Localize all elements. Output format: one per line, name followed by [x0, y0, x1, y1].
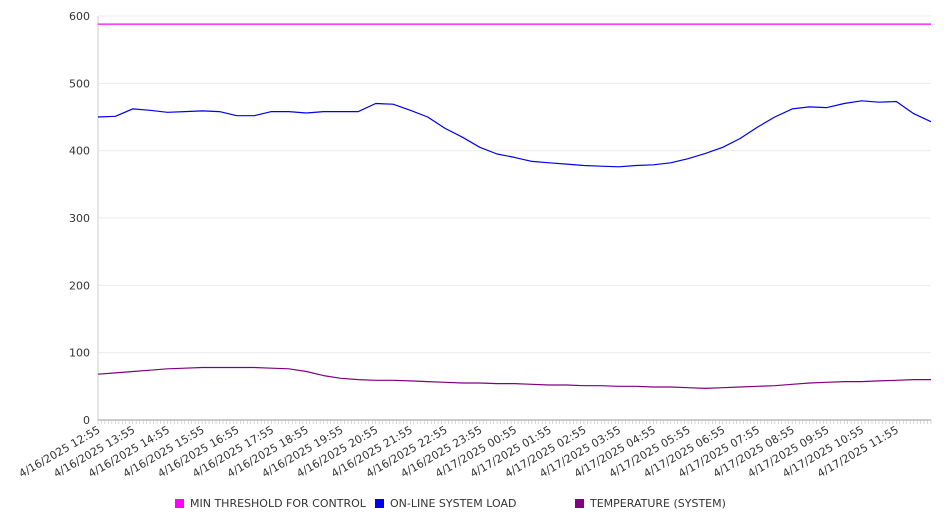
legend: MIN THRESHOLD FOR CONTROL ON-LINE SYSTEM… — [0, 497, 946, 515]
legend-item-load: ON-LINE SYSTEM LOAD — [375, 497, 516, 510]
series-line-1 — [97, 100, 932, 168]
legend-swatch-threshold — [175, 499, 184, 508]
legend-label-temperature: TEMPERATURE (SYSTEM) — [590, 497, 726, 510]
legend-label-load: ON-LINE SYSTEM LOAD — [390, 497, 517, 510]
series-line-2 — [97, 366, 931, 389]
legend-label-threshold: MIN THRESHOLD FOR CONTROL — [190, 497, 366, 510]
y-tick-label: 200 — [69, 279, 90, 292]
legend-swatch-load — [375, 499, 384, 508]
y-tick-label: 100 — [69, 347, 90, 360]
y-tick-label: 300 — [69, 212, 90, 225]
legend-item-temperature: TEMPERATURE (SYSTEM) — [575, 497, 726, 510]
y-tick-label: 0 — [83, 414, 90, 427]
legend-swatch-temperature — [575, 499, 584, 508]
y-tick-label: 400 — [69, 145, 90, 158]
legend-item-threshold: MIN THRESHOLD FOR CONTROL — [175, 497, 366, 510]
y-tick-label: 500 — [69, 77, 90, 90]
y-tick-label: 600 — [69, 10, 90, 23]
